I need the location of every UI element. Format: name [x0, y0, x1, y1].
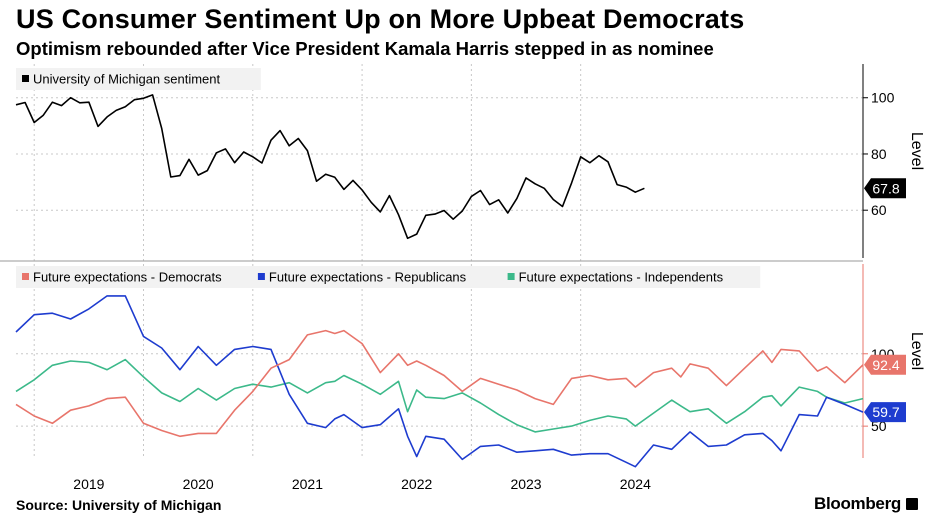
brand-logo: Bloomberg	[814, 494, 918, 514]
series-line-1	[15, 329, 864, 438]
last-value-tag: 92.4	[864, 354, 906, 375]
legend-bg	[16, 266, 761, 288]
x-tick-label: 2024	[620, 476, 651, 492]
bloomberg-icon	[906, 498, 918, 510]
last-value-tag-bg	[864, 402, 906, 423]
chart-subtitle: Optimism rebounded after Vice President …	[16, 38, 714, 59]
chart-title: US Consumer Sentiment Up on More Upbeat …	[16, 4, 745, 34]
legend-swatch	[22, 273, 29, 280]
last-value-tag-bg	[864, 178, 906, 199]
legend: University of Michigan sentiment	[16, 68, 261, 90]
last-value-tag-bg	[864, 354, 906, 375]
y-tick-label: 80	[871, 146, 887, 162]
y-axis-unit-label: Level	[908, 132, 925, 170]
legend-swatch	[257, 273, 265, 280]
last-value-label: 92.4	[872, 357, 899, 373]
y-tick-label: 60	[871, 202, 887, 218]
series-line-1	[15, 94, 645, 240]
legend-item-label: University of Michigan sentiment	[33, 72, 221, 87]
x-tick-label: 2023	[510, 476, 541, 492]
y-tick-label: 50	[871, 418, 887, 434]
last-value-label: 67.8	[872, 180, 899, 196]
last-value-tag: 67.8	[864, 178, 906, 199]
last-value-label: 59.7	[872, 404, 899, 420]
series-line-2	[15, 295, 864, 468]
source-note: Source: University of Michigan	[16, 497, 222, 513]
y-axis-unit-label: Level	[908, 332, 925, 370]
y-tick-label: 100	[871, 90, 895, 106]
x-tick-label: 2022	[401, 476, 432, 492]
x-tick-label: 2019	[73, 476, 104, 492]
legend-item-label: Future expectations - Independents	[519, 270, 724, 285]
x-tick-label: 2021	[292, 476, 323, 492]
legend-item-label: Future expectations - Democrats	[33, 270, 222, 285]
series-line-3	[15, 358, 864, 433]
last-value-tag: 59.7	[864, 402, 906, 423]
legend-swatch	[22, 75, 29, 82]
legend-bg	[16, 68, 261, 90]
legend-item-label: Future expectations - Republicans	[269, 270, 467, 285]
legend-swatch	[507, 273, 515, 280]
brand-name: Bloomberg	[813, 494, 901, 513]
x-tick-label: 2020	[183, 476, 214, 492]
legend: Future expectations - Democrats Future ex…	[16, 266, 761, 288]
